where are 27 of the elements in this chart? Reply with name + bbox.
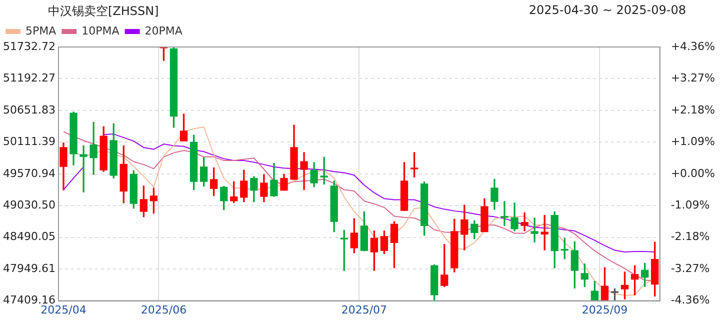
y-tick-label: 47949.61 <box>2 262 56 275</box>
y-tick-label: 49030.50 <box>2 198 56 212</box>
y-tick-label: 51192.27 <box>2 72 56 85</box>
y2-tick-label: -1.09% <box>670 198 710 212</box>
y-tick-label: 48490.05 <box>2 230 56 244</box>
y-tick-label: 49570.94 <box>2 166 56 180</box>
y2-tick-label: -2.18% <box>670 230 710 244</box>
x-tick-label: 2025/07 <box>341 303 388 316</box>
legend-label: 20PMA <box>144 24 183 38</box>
candlestick <box>410 152 418 178</box>
chart-subtitle: 2025-04-30 ~ 2025-09-08 <box>528 3 686 17</box>
x-tick-label: 2025/04 <box>40 303 86 316</box>
chart-title: 中汉锡卖空[ZHSSN] <box>48 3 159 20</box>
legend-label: 10PMA <box>82 24 120 38</box>
y2-tick-label: +1.09% <box>670 135 716 148</box>
y2-tick-label: +4.36% <box>670 40 716 53</box>
y2-tick-label: +0.00% <box>670 166 716 180</box>
y2-tick-label: -3.27% <box>670 262 710 275</box>
y2-tick-label: +3.27% <box>670 72 716 85</box>
y2-tick-label: -4.36% <box>670 294 710 307</box>
x-tick-label: 2025/09 <box>582 303 628 316</box>
y-tick-label: 50111.39 <box>2 135 56 148</box>
legend-label: 5PMA <box>26 24 57 38</box>
y-tick-label: 51732.72 <box>2 40 56 53</box>
x-tick-label: 2025/06 <box>140 303 187 316</box>
y2-tick-label: +2.18% <box>670 103 716 116</box>
y-tick-label: 50651.83 <box>2 103 56 116</box>
